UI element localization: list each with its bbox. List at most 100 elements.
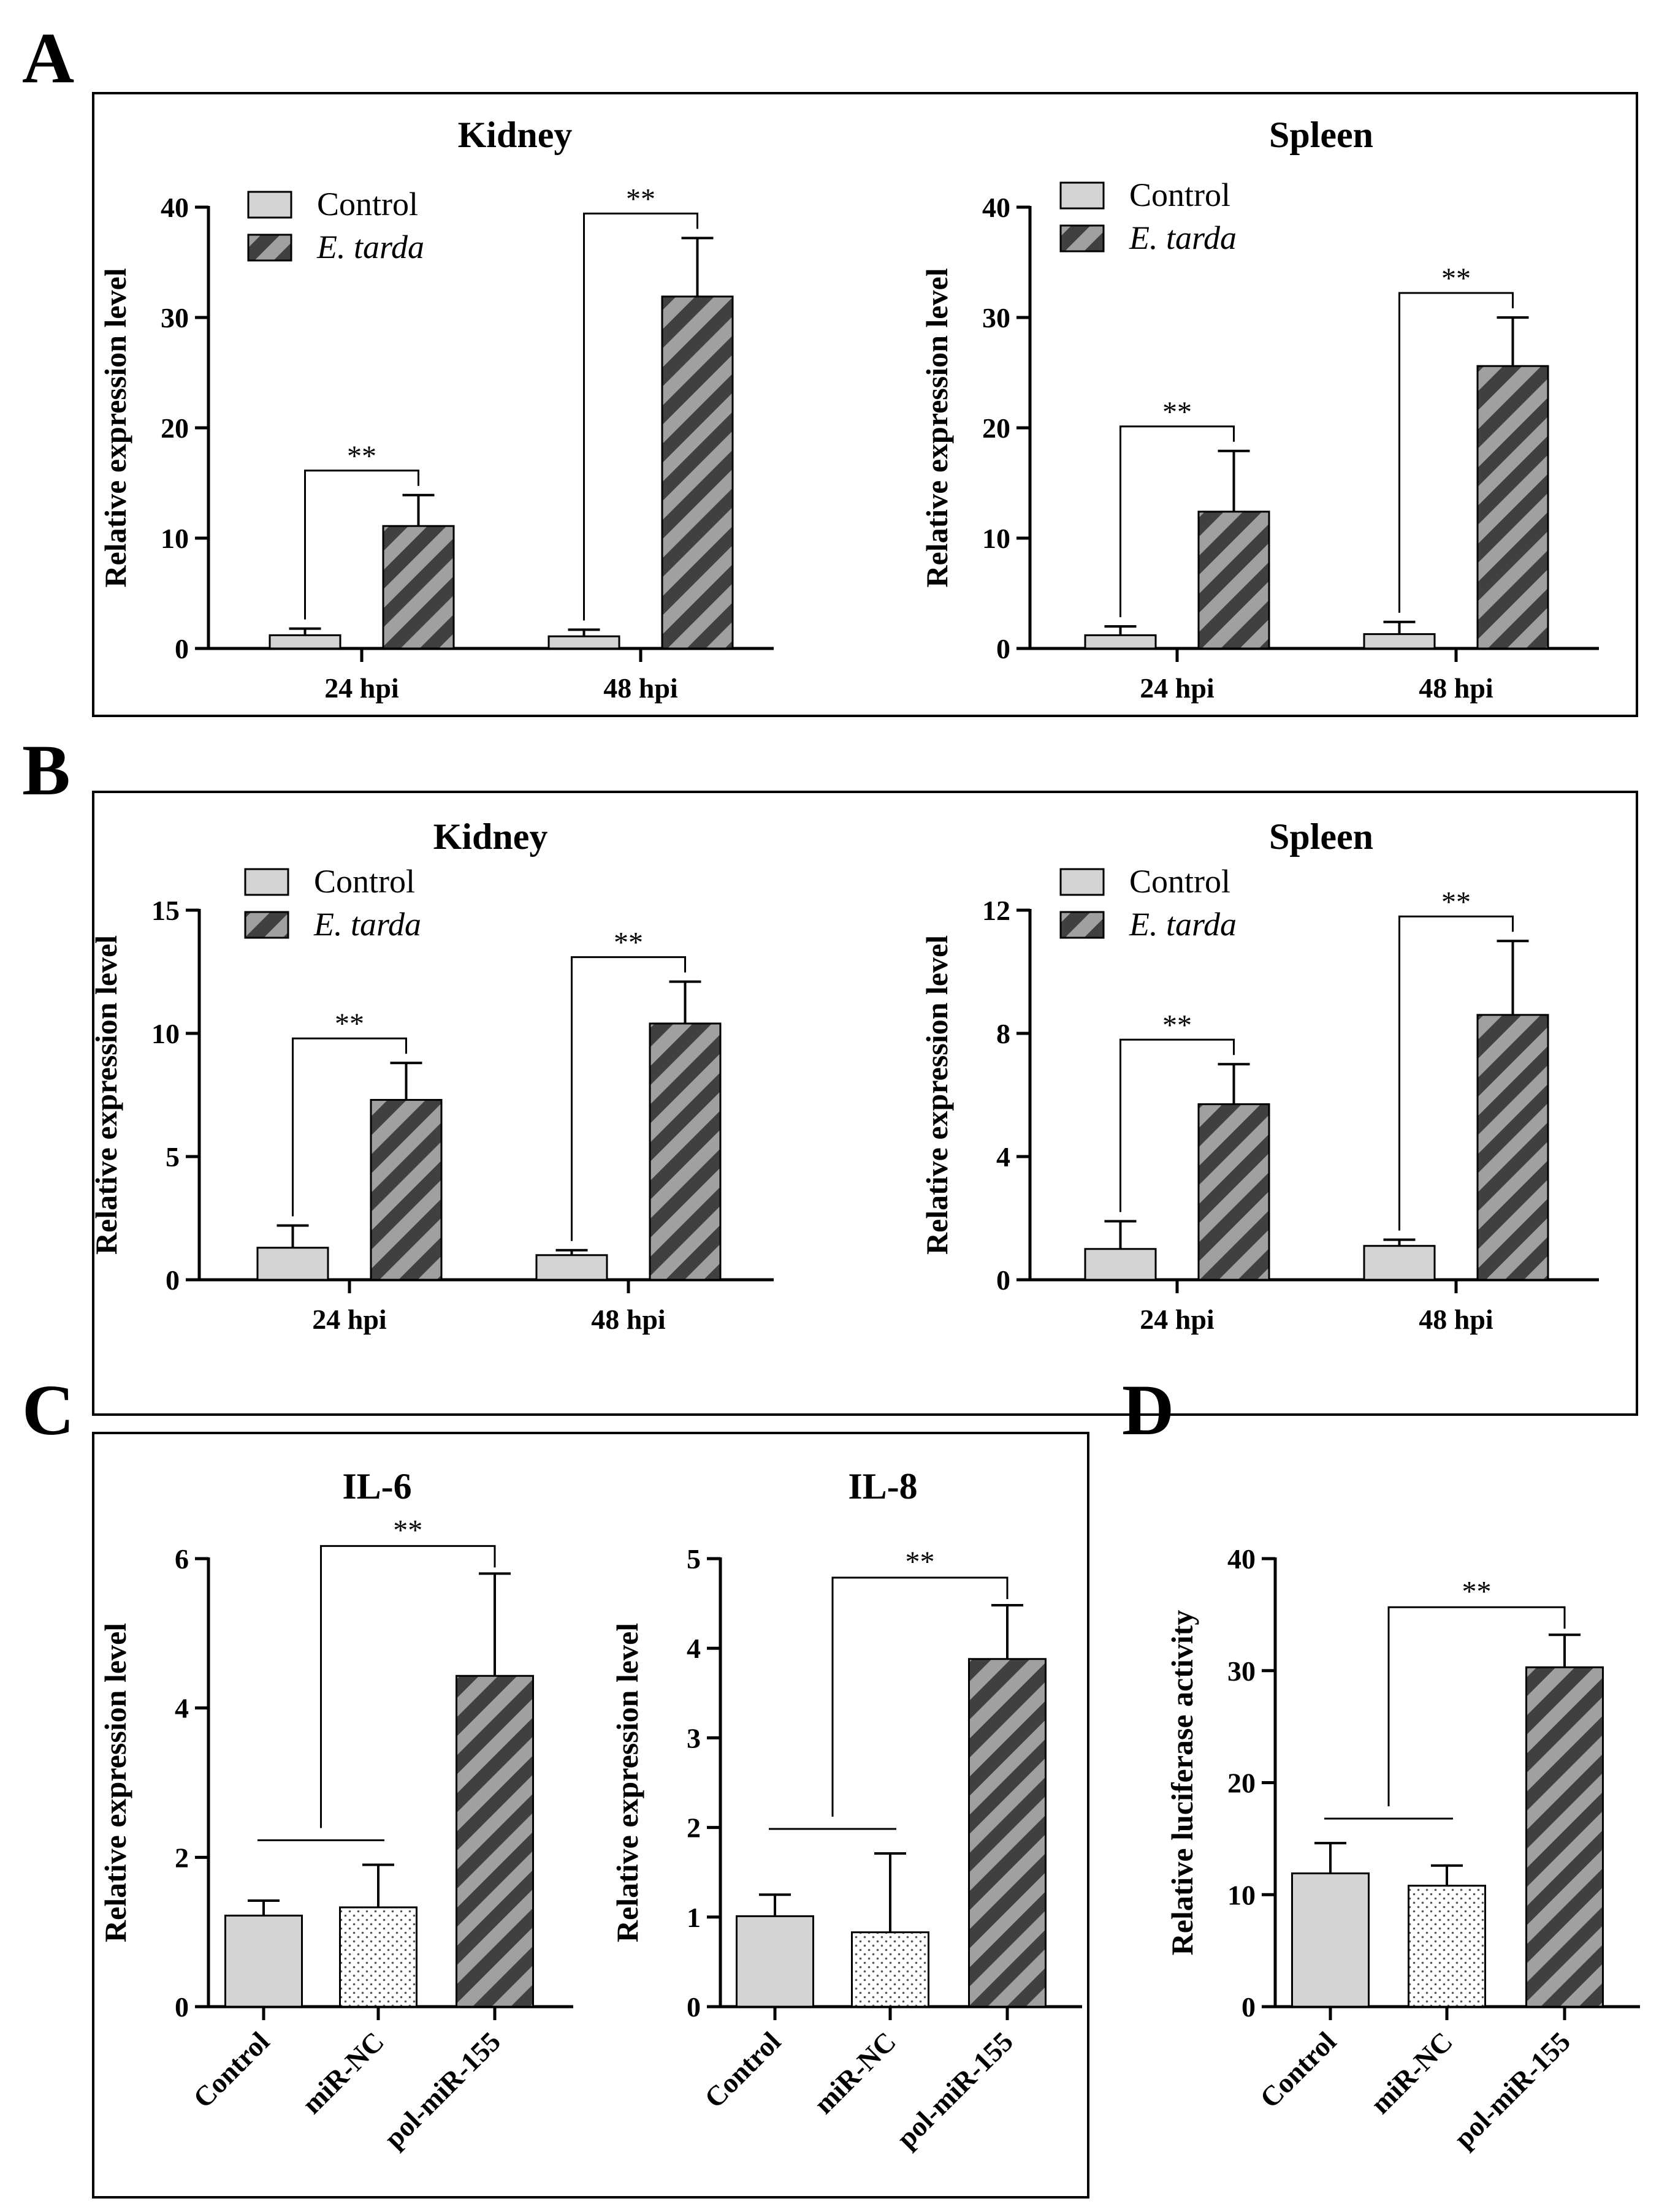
y-tick-label: 15: [151, 895, 180, 926]
chart-title: Spleen: [1269, 816, 1373, 857]
significance-label: **: [626, 183, 655, 215]
y-tick-label: 4: [175, 1693, 189, 1724]
significance-bracket: [831, 1576, 1009, 1817]
y-tick-label: 5: [687, 1543, 701, 1575]
y-tick-label: 0: [175, 1991, 189, 2023]
y-tick-label: 0: [996, 633, 1010, 664]
significance-label: **: [614, 927, 643, 959]
y-tick-label: 40: [161, 192, 189, 223]
y-axis-label: Relative expression level: [920, 268, 954, 587]
bar: [1363, 1245, 1436, 1281]
panel-d-label: D: [1122, 1370, 1174, 1450]
y-axis-label: Relative expression level: [89, 935, 123, 1255]
legend: Control E. tarda: [1059, 177, 1237, 256]
y-tick-label: 30: [1227, 1655, 1256, 1687]
y-tick-label: 6: [175, 1543, 189, 1575]
y-tick-label: 2: [175, 1842, 189, 1873]
y-tick-label: 3: [687, 1722, 701, 1754]
y-tick-label: 12: [982, 895, 1010, 926]
y-tick-label: 20: [982, 412, 1010, 444]
y-axis-label: Relative expression level: [98, 268, 132, 587]
legend-swatch: [247, 234, 292, 262]
legend-swatch: [244, 911, 289, 939]
significance-label: **: [1162, 396, 1192, 428]
significance-bracket: [571, 956, 686, 1241]
legend-label: Control: [1129, 177, 1230, 213]
bar: [370, 1099, 443, 1281]
chart-title: Spleen: [1269, 115, 1373, 155]
bar: [256, 1247, 329, 1281]
legend: Control E. tarda: [247, 186, 424, 265]
chart-c-il6: IL-6 0 2 4 6 Relative expression level Control…: [98, 1466, 573, 2154]
chart-title: IL-6: [342, 1466, 411, 1507]
y-tick-label: 10: [151, 1018, 180, 1049]
y-tick-label: 5: [166, 1141, 180, 1173]
y-tick-label: 40: [1227, 1543, 1256, 1575]
panel-a-frame: [92, 92, 1638, 717]
x-tick-label: 24 hpi: [1140, 672, 1215, 704]
y-axis-label: Relative luciferase activity: [1165, 1610, 1199, 1956]
legend: Control E. tarda: [244, 863, 421, 943]
y-tick-label: 40: [982, 192, 1010, 223]
significance-label: **: [347, 440, 376, 473]
legend-label: Control: [1129, 863, 1230, 900]
significance-label: **: [906, 1546, 935, 1578]
panel-b-label: B: [22, 730, 71, 810]
bar: [968, 1658, 1047, 2008]
chart-title: IL-8: [848, 1466, 917, 1507]
y-tick-label: 0: [687, 1991, 701, 2023]
y-axis-label: Relative expression level: [920, 935, 954, 1255]
chart-a-kidney: Kidney 0 10 20 30 40 Relative expression level…: [98, 115, 774, 704]
x-tick-label: miR-NC: [808, 2026, 902, 2119]
y-tick-label: 1: [687, 1902, 701, 1933]
bar: [1363, 633, 1436, 650]
legend-label: Control: [317, 186, 418, 222]
y-tick-label: 2: [687, 1812, 701, 1844]
bar: [382, 525, 455, 650]
chart-title: Kidney: [433, 816, 548, 857]
bar: [339, 1906, 418, 2008]
x-tick-label: pol-miR-155: [891, 2026, 1020, 2154]
significance-bracket: [1119, 1038, 1235, 1212]
x-tick-label: pol-miR-155: [378, 2026, 507, 2154]
bar: [1084, 1248, 1157, 1281]
bar: [649, 1022, 722, 1281]
x-tick-label: miR-NC: [1365, 2026, 1459, 2119]
y-tick-label: 10: [161, 523, 189, 554]
x-tick-label: 24 hpi: [1140, 1304, 1215, 1335]
bar: [547, 635, 620, 650]
x-tick-label: Control: [698, 2026, 787, 2114]
bar: [1476, 1014, 1549, 1281]
significance-label: **: [1162, 1009, 1192, 1041]
x-tick-label: 24 hpi: [312, 1304, 387, 1335]
y-tick-label: 4: [687, 1633, 701, 1664]
y-tick-label: 0: [996, 1264, 1010, 1296]
significance-bracket: [1398, 292, 1514, 613]
legend-swatch: [244, 868, 289, 896]
significance-bracket: [292, 1037, 407, 1217]
significance-bracket: [1387, 1606, 1566, 1807]
significance-label: **: [1441, 886, 1471, 918]
legend-label: E. tarda: [316, 229, 424, 265]
y-tick-label: 0: [1241, 1991, 1256, 2023]
legend-label: Control: [314, 863, 415, 900]
panel-b-frame: [92, 791, 1638, 1416]
x-tick-label: Control: [187, 2026, 275, 2114]
bar: [456, 1674, 534, 2008]
bar: [1084, 634, 1157, 650]
chart-title: Kidney: [458, 115, 573, 155]
y-tick-label: 10: [982, 523, 1010, 554]
legend-label: E. tarda: [1129, 906, 1237, 943]
significance-bracket: [1119, 425, 1235, 617]
bar: [1408, 1885, 1486, 2008]
panel-c-frame: [92, 1432, 1089, 2199]
legend-label: E. tarda: [1129, 219, 1237, 256]
panel-a-label: A: [22, 18, 74, 98]
y-tick-label: 30: [161, 302, 189, 333]
chart-b-spleen: Spleen 0 4 8 12 Relative expression level 24 h…: [920, 816, 1599, 1335]
x-tick-label: miR-NC: [296, 2026, 390, 2119]
chart-c-il8: IL-8 0 1 2 3 4 5 Relative expression level Contr…: [610, 1466, 1082, 2154]
significance-label: **: [1462, 1575, 1492, 1608]
bar: [224, 1914, 303, 2008]
